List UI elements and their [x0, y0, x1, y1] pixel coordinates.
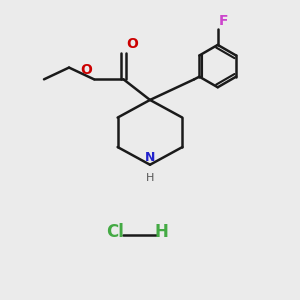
Text: N: N — [145, 151, 155, 164]
Text: H: H — [155, 224, 169, 242]
Text: Cl: Cl — [106, 224, 124, 242]
Text: O: O — [80, 63, 92, 77]
Text: H: H — [146, 173, 154, 183]
Text: O: O — [126, 38, 138, 51]
Text: F: F — [219, 14, 229, 28]
